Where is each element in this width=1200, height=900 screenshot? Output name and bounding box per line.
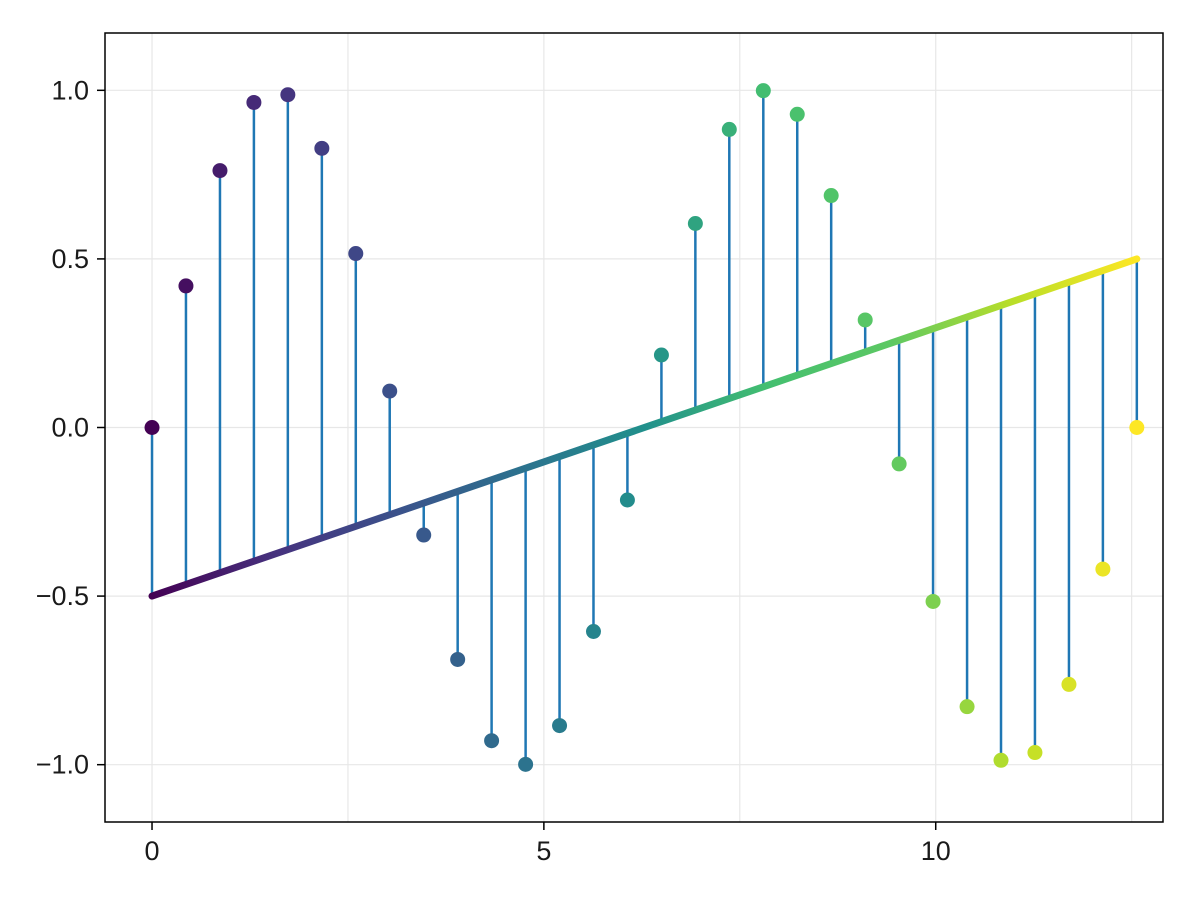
point-marker (857, 312, 873, 328)
point-marker (416, 527, 432, 543)
point-marker (653, 347, 669, 363)
point-marker (687, 216, 703, 232)
point-marker (619, 492, 635, 508)
y-tick-label: −1.0 (36, 750, 89, 780)
y-tick-label: 0.5 (51, 244, 89, 274)
point-marker (246, 94, 262, 110)
gridlines (105, 33, 1163, 822)
point-marker (314, 140, 330, 156)
baseline-gradient-line (148, 255, 1141, 600)
point-marker (1129, 420, 1145, 435)
point-marker (755, 83, 771, 99)
point-marker (721, 121, 737, 137)
y-tick-label: 1.0 (51, 75, 89, 105)
point-marker (450, 651, 466, 667)
stem-lines (150, 90, 1139, 765)
point-marker (1061, 676, 1077, 692)
y-tick-label: −0.5 (36, 581, 89, 611)
x-tick-label: 10 (921, 836, 951, 866)
axis-tick-labels: 0 5 10 1.0 0.5 0.0 −0.5 −1.0 (36, 75, 951, 866)
point-marker (925, 593, 941, 609)
axis-ticks (97, 89, 937, 830)
point-marker (382, 383, 398, 399)
point-marker (585, 623, 601, 639)
point-marker (484, 733, 500, 749)
y-tick-label: 0.0 (51, 413, 89, 443)
point-marker (348, 246, 364, 262)
point-marker (178, 278, 194, 294)
point-marker (144, 420, 160, 435)
point-marker (518, 756, 534, 772)
point-marker (789, 106, 805, 122)
point-marker (959, 699, 975, 715)
point-marker (280, 87, 296, 103)
point-marker (1095, 561, 1111, 577)
x-tick-label: 0 (145, 836, 160, 866)
point-marker (1027, 745, 1043, 761)
point-marker (891, 456, 907, 472)
point-marker (552, 718, 568, 734)
point-markers (144, 83, 1145, 772)
x-tick-label: 5 (536, 836, 551, 866)
point-marker (823, 188, 839, 204)
point-marker (993, 752, 1009, 768)
point-marker (212, 163, 228, 179)
